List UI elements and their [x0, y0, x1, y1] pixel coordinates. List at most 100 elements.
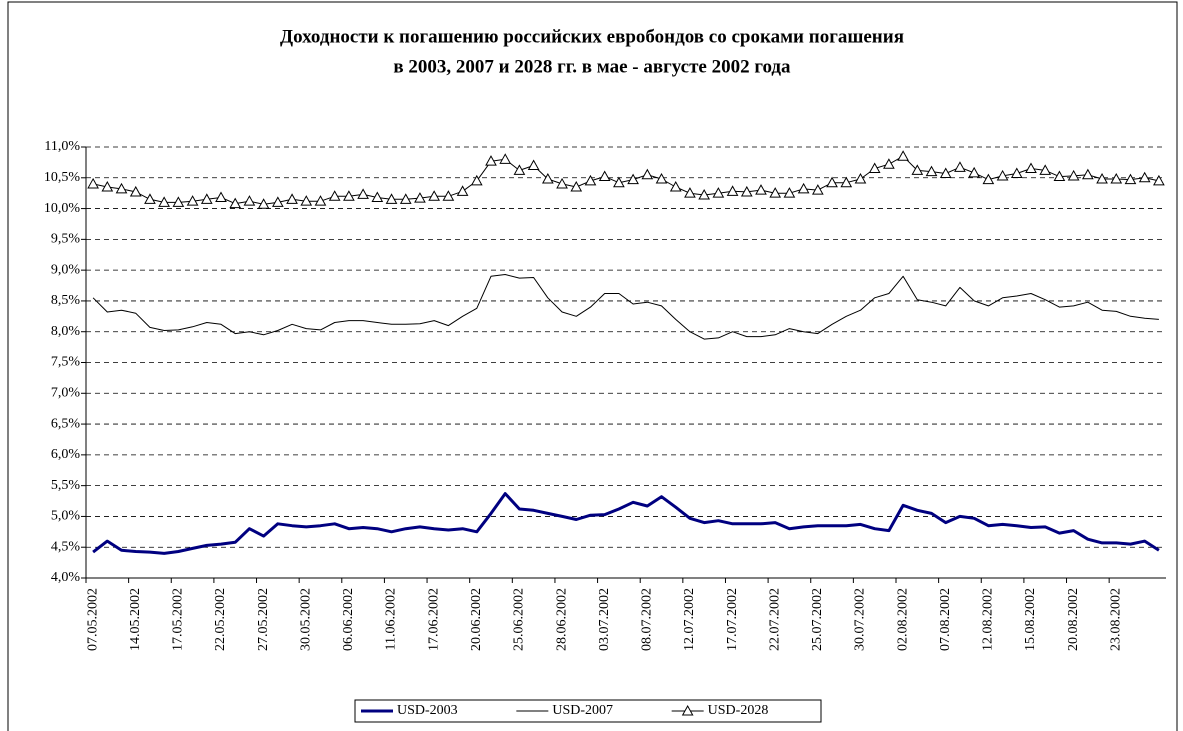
- x-tick-label: 12.07.2002: [682, 588, 697, 651]
- point-marker: [399, 193, 412, 204]
- point-marker: [684, 187, 696, 198]
- y-tick-label: 6,0%: [51, 447, 81, 462]
- point-marker: [385, 193, 398, 204]
- point-marker: [996, 169, 1009, 181]
- point-marker: [1039, 164, 1052, 175]
- y-tick-label: 8,0%: [51, 324, 81, 339]
- y-tick-label: 9,0%: [51, 262, 81, 277]
- y-tick-label: 6,5%: [51, 416, 81, 431]
- x-tick-label: 22.05.2002: [213, 588, 228, 651]
- point-marker: [811, 184, 824, 195]
- point-marker: [954, 161, 966, 172]
- legend-marker: [681, 704, 694, 716]
- point-marker: [513, 164, 526, 175]
- point-marker: [883, 158, 895, 169]
- point-marker: [627, 173, 639, 185]
- point-marker: [854, 172, 867, 184]
- point-marker: [1010, 167, 1023, 178]
- point-marker: [897, 150, 909, 161]
- y-tick-label: 10,5%: [44, 170, 81, 185]
- point-marker: [797, 182, 810, 194]
- point-marker: [428, 190, 441, 201]
- point-marker: [314, 195, 327, 206]
- point-marker: [470, 174, 483, 186]
- x-tick-label: 25.07.2002: [810, 588, 825, 651]
- point-marker: [186, 195, 199, 206]
- point-marker: [129, 185, 142, 197]
- chart-frame: [7, 1, 1178, 731]
- y-tick-label: 8,5%: [51, 293, 81, 308]
- x-tick-label: 15.08.2002: [1023, 588, 1038, 651]
- legend-label: USD-2003: [397, 703, 458, 718]
- point-marker: [499, 153, 512, 164]
- y-tick-label: 5,0%: [51, 509, 81, 524]
- point-marker: [200, 193, 213, 204]
- point-marker: [442, 190, 455, 201]
- point-marker: [158, 196, 171, 207]
- point-marker: [698, 188, 711, 200]
- y-tick-label: 7,5%: [51, 355, 81, 370]
- point-marker: [669, 180, 682, 192]
- point-marker: [641, 168, 654, 180]
- point-marker: [1096, 172, 1108, 184]
- point-marker: [1124, 173, 1137, 185]
- point-marker: [300, 195, 313, 206]
- chart-subtitle: в 2003, 2007 и 2028 гг. в мае - августе …: [393, 56, 791, 77]
- point-marker: [868, 162, 881, 174]
- point-marker: [840, 176, 853, 188]
- series-line: [92, 274, 1159, 340]
- x-tick-label: 14.05.2002: [128, 588, 143, 651]
- x-tick-label: 23.08.2002: [1108, 588, 1123, 651]
- x-tick-label: 07.08.2002: [938, 588, 953, 651]
- point-marker: [101, 180, 114, 192]
- point-marker: [541, 172, 554, 184]
- x-tick-label: 17.07.2002: [725, 588, 740, 651]
- point-marker: [1138, 171, 1151, 183]
- point-marker: [229, 197, 242, 209]
- point-marker: [939, 167, 952, 178]
- point-marker: [271, 196, 284, 207]
- x-tick-label: 20.06.2002: [469, 588, 484, 651]
- x-tick-label: 07.05.2002: [85, 588, 100, 651]
- x-tick-label: 30.05.2002: [298, 588, 313, 651]
- series-line: [92, 492, 1160, 555]
- point-marker: [87, 177, 99, 189]
- x-tick-label: 28.06.2002: [554, 588, 569, 651]
- x-tick-label: 17.05.2002: [171, 588, 186, 651]
- point-marker: [527, 159, 540, 170]
- point-marker: [570, 180, 583, 192]
- point-marker: [655, 172, 668, 184]
- x-tick-label: 06.06.2002: [341, 588, 356, 651]
- point-marker: [769, 187, 782, 198]
- point-marker: [911, 164, 924, 175]
- y-tick-label: 7,0%: [51, 386, 81, 401]
- x-tick-label: 17.06.2002: [426, 588, 441, 651]
- x-tick-label: 20.08.2002: [1066, 588, 1081, 651]
- point-marker: [485, 155, 497, 166]
- point-marker: [215, 191, 227, 202]
- y-tick-label: 4,0%: [51, 570, 81, 585]
- legend-label: USD-2007: [552, 703, 613, 718]
- x-tick-label: 02.08.2002: [895, 588, 910, 651]
- point-marker: [172, 196, 185, 207]
- x-tick-label: 08.07.2002: [640, 588, 655, 651]
- x-tick-label: 27.05.2002: [256, 588, 271, 651]
- point-marker: [1067, 169, 1080, 181]
- point-marker: [712, 187, 725, 198]
- point-marker: [343, 190, 355, 201]
- point-marker: [357, 188, 369, 199]
- point-marker: [286, 193, 298, 204]
- point-marker: [556, 177, 568, 189]
- point-marker: [740, 185, 753, 197]
- y-tick-label: 10,0%: [44, 201, 81, 216]
- y-tick-label: 9,5%: [51, 232, 81, 247]
- point-marker: [1053, 170, 1066, 182]
- point-marker: [925, 165, 938, 177]
- point-marker: [613, 176, 625, 188]
- point-marker: [584, 174, 597, 186]
- x-tick-label: 11.06.2002: [384, 588, 399, 650]
- x-tick-label: 12.08.2002: [981, 588, 996, 651]
- point-marker: [414, 192, 426, 203]
- point-marker: [755, 184, 767, 195]
